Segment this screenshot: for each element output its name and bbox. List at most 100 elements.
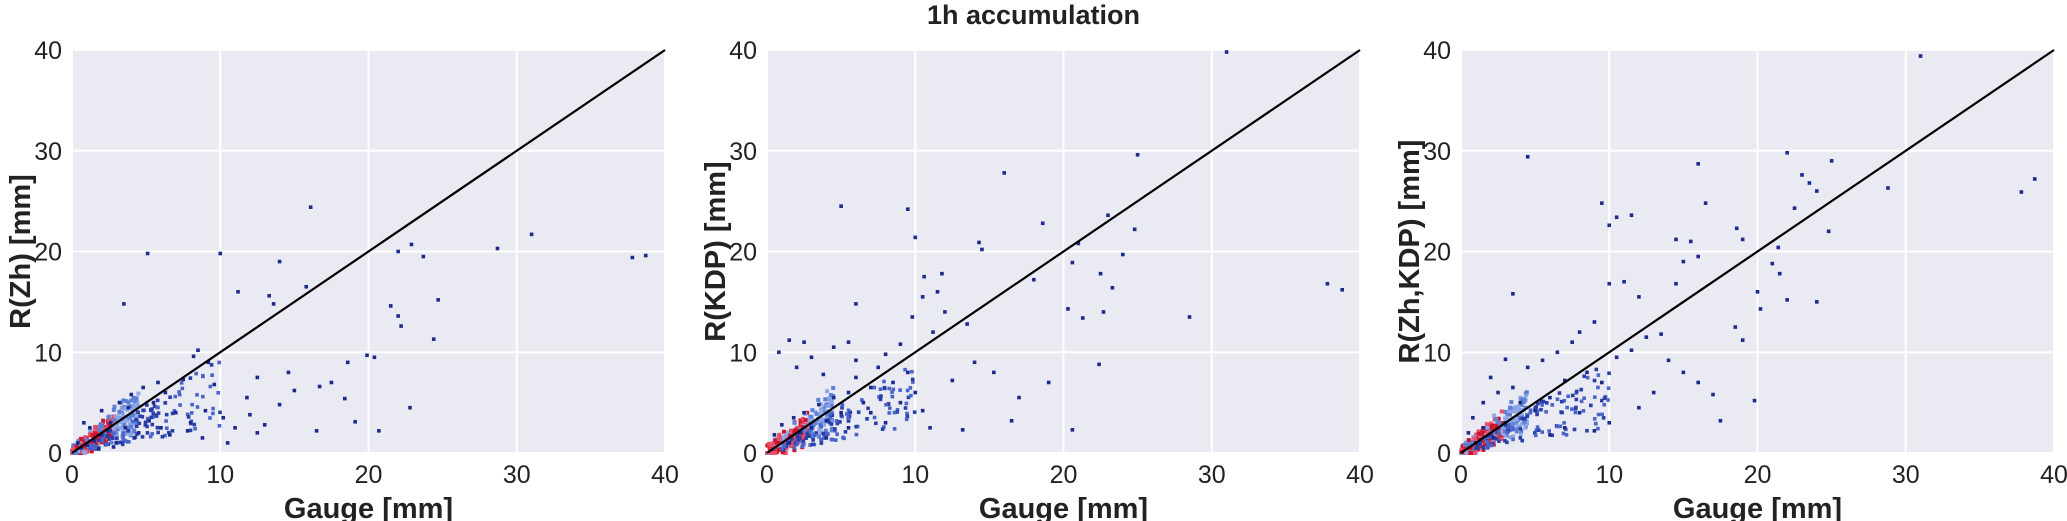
density-bin <box>1518 426 1523 431</box>
scatter-point <box>1644 335 1649 339</box>
scatter-point <box>342 396 347 401</box>
scatter-point <box>1696 254 1700 259</box>
density-bin <box>788 433 793 438</box>
density-bin <box>1502 433 1507 438</box>
scatter-point <box>221 415 226 420</box>
figure-title: 1h accumulation <box>926 0 1141 30</box>
density-bin <box>121 398 126 403</box>
density-bin <box>807 428 811 433</box>
density-bin <box>1459 447 1464 452</box>
density-bin <box>1522 419 1527 424</box>
density-bin <box>809 418 814 423</box>
density-bin <box>828 393 833 398</box>
scatter-point <box>1696 380 1700 385</box>
density-bin <box>1594 367 1599 372</box>
scatter-point <box>1777 271 1782 276</box>
density-bin <box>789 444 794 449</box>
density-bin <box>811 438 815 442</box>
density-bin <box>895 408 900 412</box>
scatter-point <box>1471 415 1475 420</box>
density-bin <box>829 437 834 442</box>
scatter-point <box>1886 186 1890 190</box>
density-bin <box>145 424 149 429</box>
density-bin <box>807 434 812 438</box>
density-bin <box>1474 446 1479 450</box>
density-bin <box>1472 437 1477 442</box>
density-bin <box>839 413 844 418</box>
density-bin <box>164 426 169 431</box>
density-bin <box>798 418 803 423</box>
density-bin <box>156 411 161 415</box>
density-bin <box>74 451 79 455</box>
density-bin <box>1523 405 1528 410</box>
density-bin <box>877 395 881 399</box>
density-bin <box>1602 402 1607 407</box>
density-bin <box>1534 405 1538 409</box>
scatter-point <box>1132 227 1137 232</box>
scatter-point <box>1785 150 1789 155</box>
density-bin <box>780 450 785 455</box>
density-bin <box>178 403 182 407</box>
density-bin <box>133 415 138 420</box>
density-bin <box>1592 378 1597 383</box>
scatter-point <box>196 348 200 353</box>
density-bin <box>1475 443 1480 448</box>
density-bin <box>887 386 891 391</box>
scatter-point <box>839 410 843 415</box>
x-tick-label: 10 <box>206 461 234 489</box>
scatter-point <box>1674 281 1678 286</box>
density-bin <box>117 420 122 425</box>
density-bin <box>1559 399 1564 404</box>
scatter-point <box>1540 358 1545 363</box>
density-bin <box>119 440 124 445</box>
x-tick-label: 30 <box>1198 461 1226 489</box>
scatter-point <box>1046 380 1051 385</box>
scatter-point <box>529 232 534 237</box>
density-bin <box>155 425 160 430</box>
density-bin <box>1501 426 1506 431</box>
density-bin <box>770 445 775 450</box>
density-bin <box>1519 402 1524 407</box>
density-bin <box>155 405 159 410</box>
density-bin <box>185 412 190 417</box>
density-bin <box>1550 433 1554 438</box>
scatter-point <box>1607 420 1612 425</box>
y-tick-label: 30 <box>34 138 62 166</box>
y-tick-label: 10 <box>729 339 757 367</box>
scatter-point <box>168 433 172 437</box>
density-bin <box>1474 448 1479 453</box>
density-bin <box>843 429 848 434</box>
scatter-point <box>854 358 858 363</box>
density-bin <box>122 422 127 427</box>
density-bin <box>887 411 892 415</box>
density-bin <box>180 386 185 391</box>
scatter-point <box>377 429 381 433</box>
density-bin <box>156 430 160 435</box>
scatter-point <box>1511 292 1515 296</box>
density-bin <box>1518 431 1523 436</box>
scatter-point <box>809 355 814 360</box>
density-bin <box>814 411 819 416</box>
scatter-point <box>329 380 334 385</box>
density-bin <box>1474 434 1479 439</box>
scatter-point <box>96 447 101 451</box>
density-bin <box>1516 404 1521 409</box>
density-bin <box>1533 431 1537 435</box>
density-bin <box>776 436 781 441</box>
scatter-point <box>105 429 110 433</box>
density-bin <box>1499 420 1504 425</box>
scatter-point <box>1121 252 1125 257</box>
scatter-point <box>1070 260 1075 265</box>
scatter-point <box>960 428 965 432</box>
density-bin <box>1582 396 1586 400</box>
density-bin <box>168 395 172 400</box>
density-bin <box>163 433 167 438</box>
density-bin <box>793 441 797 445</box>
scatter-point <box>883 352 888 357</box>
density-bin <box>93 427 98 432</box>
density-bin <box>117 409 122 414</box>
density-bin <box>818 407 823 412</box>
density-bin <box>793 433 798 438</box>
scatter-point <box>99 433 104 437</box>
density-bin <box>1504 415 1509 420</box>
